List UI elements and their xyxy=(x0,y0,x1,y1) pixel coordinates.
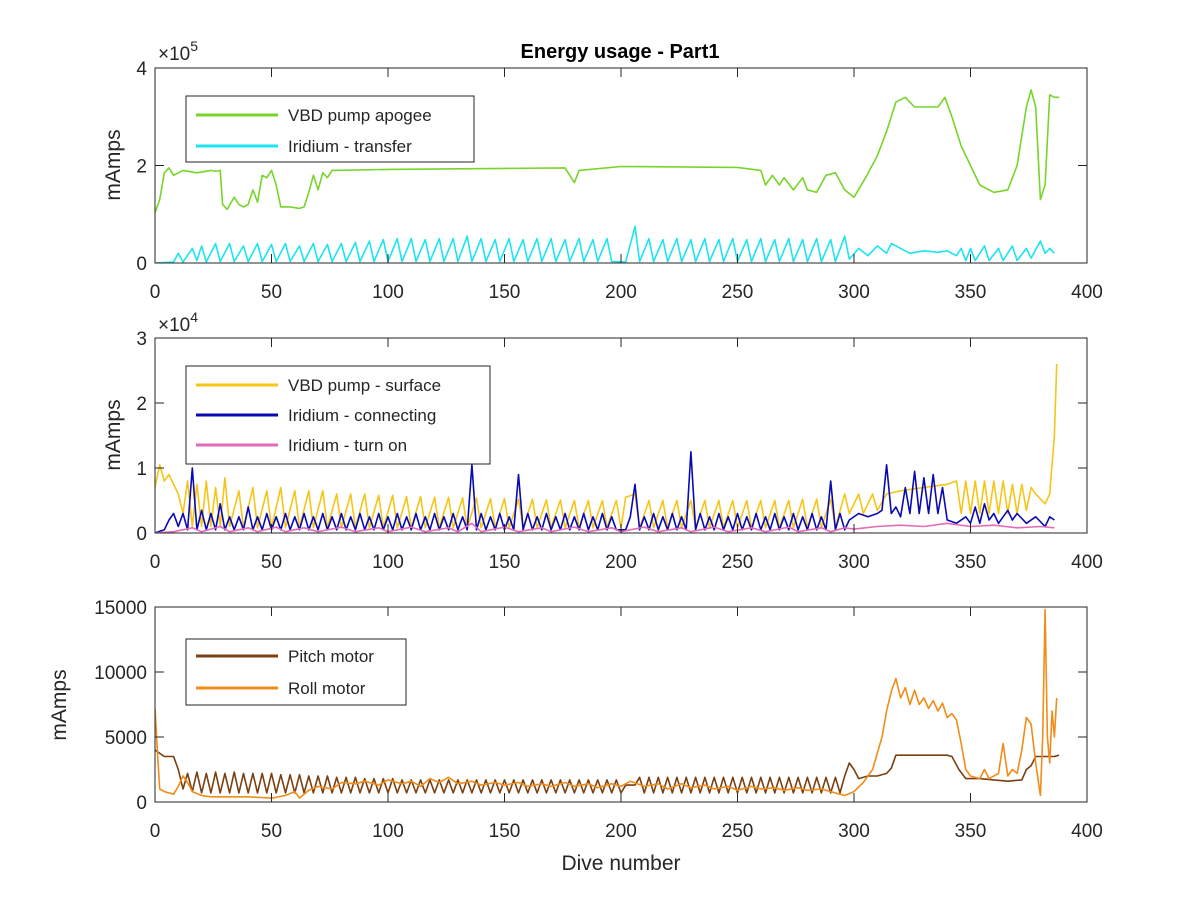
y-tick-label: 1 xyxy=(136,459,147,480)
x-tick-label: 200 xyxy=(605,552,637,573)
x-tick-label: 50 xyxy=(261,821,282,842)
y-tick-label: 0 xyxy=(136,793,147,814)
legend-entry-vbd-pump-apogee: VBD pump apogee xyxy=(288,106,432,125)
legend-entry-iridium-connecting: Iridium - connecting xyxy=(288,406,436,425)
y-tick-label: 3 xyxy=(136,329,147,350)
series-lines xyxy=(155,363,1058,533)
x-tick-labels: 0 50 100 150 200 250 300 350 400 xyxy=(150,282,1103,303)
legend: VBD pump apogee Iridium - transfer xyxy=(185,95,475,163)
series-line-iridium-turn-on xyxy=(155,522,1055,533)
series-line-iridium-connecting xyxy=(155,451,1055,533)
y-tick-label: 0 xyxy=(136,524,147,545)
y-tick-labels: 0 1 2 3 xyxy=(136,329,147,545)
y-axis-label: mAmps xyxy=(102,129,125,200)
x-tick-label: 50 xyxy=(261,552,282,573)
x-tick-label: 350 xyxy=(955,282,987,303)
x-tick-label: 250 xyxy=(722,821,754,842)
y-tick-label: 10000 xyxy=(94,663,147,684)
y-axis-label: mAmps xyxy=(102,399,125,470)
axes-3: 0 50 100 150 200 250 300 350 400 0 5000 10000 15000… xyxy=(48,598,1103,842)
tick-marks xyxy=(154,67,1088,264)
y-tick-label: 2 xyxy=(136,157,147,178)
x-tick-label: 250 xyxy=(722,282,754,303)
x-tick-label: 0 xyxy=(150,552,161,573)
y-tick-labels: 0 5000 10000 15000 xyxy=(94,598,147,814)
x-tick-label: 200 xyxy=(605,821,637,842)
series-line-vbd-pump-surface xyxy=(155,363,1058,529)
y-tick-label: 4 xyxy=(136,59,147,80)
x-tick-label: 0 xyxy=(150,821,161,842)
x-tick-labels: 0 50 100 150 200 250 300 350 400 xyxy=(150,552,1103,573)
figure-title: Energy usage - Part1 xyxy=(521,41,720,63)
x-tick-label: 100 xyxy=(372,552,404,573)
tick-marks xyxy=(154,606,1088,803)
x-tick-label: 150 xyxy=(489,552,521,573)
series-line-vbd-pump-apogee xyxy=(155,89,1059,214)
x-tick-label: 350 xyxy=(955,552,987,573)
x-tick-label: 200 xyxy=(605,282,637,303)
x-axis-label: Dive number xyxy=(561,852,680,875)
y-exponent-label: ×105 xyxy=(158,38,198,65)
legend: VBD pump - surface Iridium - connecting … xyxy=(185,365,491,465)
x-tick-labels: 0 50 100 150 200 250 300 350 400 xyxy=(150,821,1103,842)
legend-box xyxy=(185,95,475,163)
x-tick-label: 300 xyxy=(838,552,870,573)
legend: Pitch motor Roll motor xyxy=(185,638,407,706)
x-tick-label: 150 xyxy=(489,821,521,842)
y-tick-label: 0 xyxy=(136,254,147,275)
series-lines xyxy=(155,89,1059,263)
axes-2: 0 50 100 150 200 250 300 350 400 0 1 2 3 ×104 mAmps… xyxy=(102,309,1103,573)
y-tick-label: 15000 xyxy=(94,598,147,619)
x-tick-label: 400 xyxy=(1071,821,1103,842)
x-tick-label: 300 xyxy=(838,821,870,842)
tick-marks xyxy=(154,337,1088,534)
legend-entry-iridium-turn-on: Iridium - turn on xyxy=(288,436,407,455)
y-axis-label: mAmps xyxy=(48,669,71,740)
x-tick-label: 400 xyxy=(1071,552,1103,573)
legend-entry-roll-motor: Roll motor xyxy=(288,679,366,698)
axes-1: 0 50 100 150 200 250 300 350 400 024 ×105 mAmps … xyxy=(102,38,1103,303)
legend-entry-iridium-transfer: Iridium - transfer xyxy=(288,137,412,156)
series-line-iridium-transfer xyxy=(155,225,1055,263)
series-line-roll-motor xyxy=(155,608,1058,799)
y-tick-labels: 0 2 4 xyxy=(136,59,147,275)
x-tick-label: 400 xyxy=(1071,282,1103,303)
x-tick-label: 300 xyxy=(838,282,870,303)
x-tick-label: 150 xyxy=(489,282,521,303)
y-exponent-label: ×104 xyxy=(158,309,198,336)
x-tick-label: 100 xyxy=(372,821,404,842)
x-tick-label: 350 xyxy=(955,821,987,842)
y-tick-label: 5000 xyxy=(105,728,147,749)
x-tick-label: 250 xyxy=(722,552,754,573)
y-tick-label: 2 xyxy=(136,394,147,415)
x-tick-label: 0 xyxy=(150,282,161,303)
series-lines xyxy=(155,608,1060,799)
x-tick-label: 50 xyxy=(261,282,282,303)
legend-entry-vbd-pump-surface: VBD pump - surface xyxy=(288,376,441,395)
legend-box xyxy=(185,638,407,706)
x-tick-label: 100 xyxy=(372,282,404,303)
legend-entry-pitch-motor: Pitch motor xyxy=(288,647,374,666)
